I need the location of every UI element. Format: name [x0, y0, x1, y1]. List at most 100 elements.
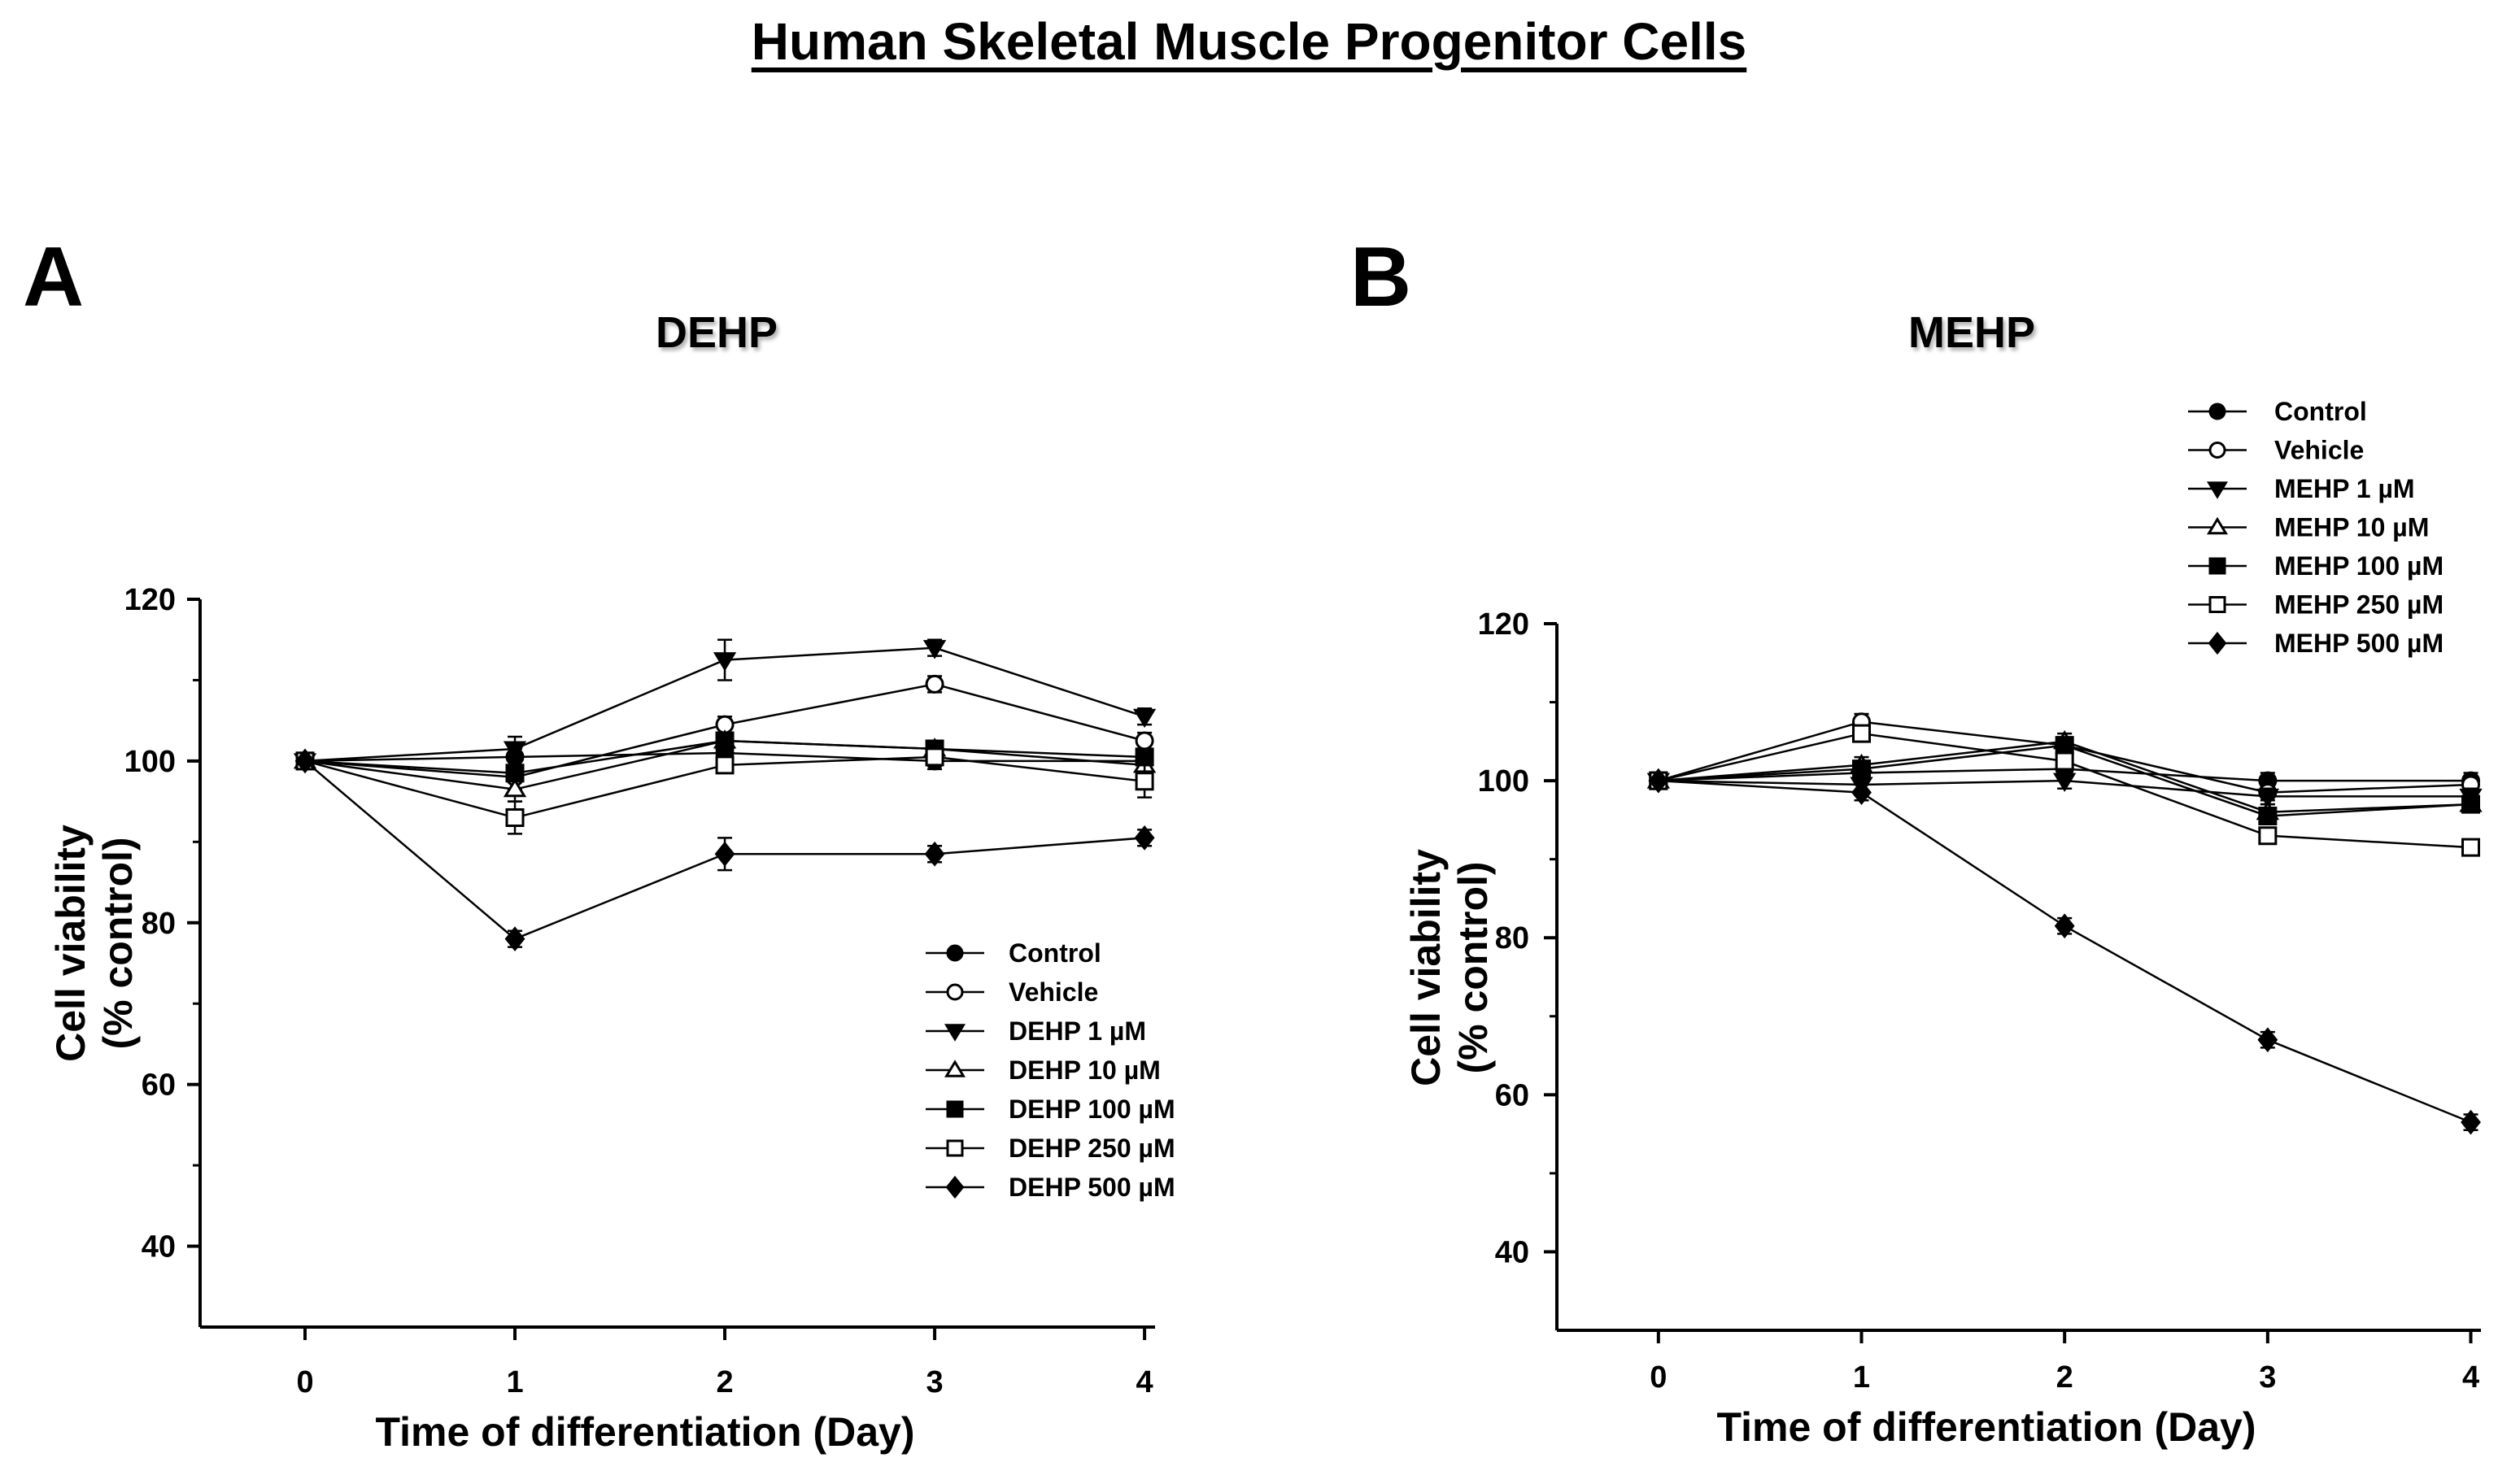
panel-a-x-tick-label: 1: [506, 1365, 523, 1399]
panel-b-data-point-mehp-500-um: [1851, 780, 1872, 805]
panel-b-legend-label: Control: [2274, 397, 2367, 426]
panel-a-data-point-dehp-1-um: [1132, 708, 1157, 729]
panel-a-legend-label: DEHP 500 µM: [1009, 1173, 1175, 1202]
panel-b-x-tick-label: 0: [1650, 1360, 1667, 1395]
panel-b-data-point-mehp-250-um: [2461, 838, 2481, 857]
panel-a-title: DEHP: [656, 308, 778, 357]
panel-a-data-point-dehp-250-um: [715, 755, 735, 775]
panel-b-x-axis-title: Time of differentiation (Day): [1716, 1404, 2256, 1450]
panel-a-legend-item-dehp-500-um: DEHP 500 µM: [926, 1173, 1175, 1202]
panel-a-legend-marker-dehp-250-um: [946, 1139, 964, 1157]
panel-b-title: MEHP: [1908, 308, 2036, 357]
panel-b-x-tick-label: 4: [2462, 1360, 2479, 1395]
panel-a-legend-label: DEHP 100 µM: [1009, 1095, 1175, 1124]
panel-a-series-dehp-250-um: [295, 747, 1154, 835]
panel-b-legend-marker-mehp-250-um: [2208, 596, 2226, 613]
panel-b-data-point-mehp-1-um: [2053, 772, 2077, 793]
panel-a-legend-item-dehp-250-um: DEHP 250 µM: [926, 1134, 1175, 1163]
panel-a-legend-label: Vehicle: [1009, 977, 1098, 1007]
panel-b-data-point-mehp-100-um: [2258, 807, 2278, 826]
panel-b-y-tick-label: 100: [1478, 764, 1529, 799]
panel-b-legend-item-mehp-500-um: MEHP 500 µM: [2188, 629, 2444, 658]
panel-a-data-point-dehp-1-um: [713, 652, 737, 672]
panel-a-data-point-vehicle: [925, 674, 944, 694]
panel-b-legend-label: MEHP 10 µM: [2274, 513, 2429, 542]
panel-a-data-point-vehicle: [1135, 731, 1154, 751]
panel-a-legend-marker-control: [946, 944, 964, 962]
panel-b-x-tick-label: 3: [2259, 1360, 2276, 1395]
panel-a-data-point-dehp-250-um: [505, 808, 525, 827]
panel-a-data-point-dehp-500-um: [924, 841, 945, 867]
panel-a-x-tick-label: 4: [1136, 1365, 1153, 1399]
panel-a-legend-marker-dehp-100-um: [946, 1100, 964, 1118]
panel-b-legend-marker-vehicle: [2208, 442, 2226, 459]
panel-b-data-point-mehp-100-um: [2055, 736, 2074, 755]
panel-b-legend-label: MEHP 1 µM: [2274, 474, 2415, 503]
panel-a-chart: 40 60 80 100 120 0 1 2 3 4 Time of differentiation…: [48, 583, 1175, 1455]
panel-a-data-point-dehp-250-um: [925, 747, 944, 767]
panel-a-x-tick-label: 0: [296, 1365, 313, 1399]
panel-b-legend-label: MEHP 100 µM: [2274, 551, 2444, 581]
panel-b-data-point-mehp-500-um: [2461, 1109, 2481, 1135]
panel-a-data-point-dehp-500-um: [714, 841, 735, 867]
panel-a-legend-item-control: Control: [926, 938, 1101, 968]
panel-a-data-point-dehp-250-um: [1135, 772, 1154, 791]
panel-b-legend-marker-mehp-10-um: [2206, 516, 2229, 535]
panel-a-data-point-dehp-500-um: [1134, 825, 1155, 851]
panel-a-x-tick-label: 3: [926, 1365, 944, 1399]
panel-b-legend-marker-mehp-100-um: [2208, 557, 2226, 575]
panel-a-y-axis-title: Cell viability(% control): [48, 825, 141, 1062]
panel-b-legend-marker-mehp-500-um: [2208, 631, 2227, 655]
panel-b-chart: 40 60 80 100 120 0 1 2 3 4 Time of differentiation…: [1403, 397, 2483, 1450]
panel-a-data-point-dehp-500-um: [504, 926, 525, 952]
panel-a-legend-label: DEHP 10 µM: [1009, 1055, 1161, 1085]
panel-a-series-dehp-500-um: [294, 748, 1155, 952]
panel-a-legend-item-dehp-1-um: DEHP 1 µM: [926, 1016, 1146, 1046]
panel-b-data-point-mehp-500-um: [1648, 768, 1669, 794]
panel-a-legend-item-dehp-100-um: DEHP 100 µM: [926, 1095, 1175, 1124]
panel-a-legend-item-vehicle: Vehicle: [926, 977, 1098, 1007]
panel-b-legend-item-mehp-10-um: MEHP 10 µM: [2188, 513, 2429, 542]
panel-a-legend-marker-vehicle: [946, 983, 964, 1001]
panel-b-letter: B: [1350, 230, 1412, 324]
panel-b-legend-marker-control: [2208, 403, 2226, 420]
panel-b-legend-label: MEHP 250 µM: [2274, 590, 2444, 620]
panel-b-data-point-mehp-1-um: [2256, 788, 2280, 808]
panel-b-data-point-mehp-100-um: [2461, 794, 2481, 814]
panel-a-data-point-dehp-1-um: [922, 640, 947, 659]
panel-b-x-tick-label: 2: [2056, 1360, 2073, 1395]
panel-a-data-point-dehp-100-um: [505, 764, 525, 783]
panel-a-y-tick-label: 120: [124, 583, 176, 617]
panel-b-y-tick-label: 80: [1495, 921, 1529, 955]
panel-a-legend-label: Control: [1009, 938, 1101, 968]
panel-a-y-tick-label: 100: [124, 745, 176, 779]
panel-a-data-point-dehp-100-um: [1135, 747, 1154, 767]
panel-b-legend-item-mehp-1-um: MEHP 1 µM: [2188, 474, 2415, 503]
panel-a-data-point-dehp-1-um: [503, 741, 527, 760]
panel-a-legend-label: DEHP 250 µM: [1009, 1134, 1175, 1163]
panel-b-legend-label: Vehicle: [2274, 436, 2364, 465]
panel-a-data-point-dehp-100-um: [715, 731, 735, 751]
panel-a-legend-marker-dehp-500-um: [945, 1175, 965, 1199]
panel-b-legend-item-vehicle: Vehicle: [2188, 436, 2364, 465]
panel-b-series-line-mehp-500-um: [1658, 779, 2471, 1124]
panel-a-letter: A: [23, 230, 85, 324]
panel-b-legend-label: MEHP 500 µM: [2274, 629, 2444, 658]
panel-a-data-point-dehp-500-um: [294, 748, 316, 774]
panel-b-data-point-mehp-100-um: [1852, 759, 1872, 779]
panel-b-y-tick-label: 120: [1478, 607, 1529, 642]
panel-b-data-point-mehp-250-um: [2258, 826, 2278, 846]
panel-a-legend-marker-dehp-10-um: [944, 1060, 966, 1077]
panel-b-legend-item-mehp-250-um: MEHP 250 µM: [2188, 590, 2444, 620]
panel-a-legend-marker-dehp-1-um: [944, 1024, 966, 1042]
panel-b-series-mehp-250-um: [1649, 724, 2481, 857]
panel-b-series-mehp-500-um: [1648, 768, 2481, 1135]
panel-a-data-point-dehp-10-um: [503, 777, 527, 798]
panel-b-y-axis-title: Cell viability(% control): [1403, 849, 1496, 1086]
panel-b-legend-item-mehp-100-um: MEHP 100 µM: [2188, 551, 2444, 581]
panel-b-legend-item-control: Control: [2188, 397, 2367, 426]
panel-a-legend-item-dehp-10-um: DEHP 10 µM: [926, 1055, 1161, 1085]
panel-b-data-point-mehp-500-um: [2257, 1027, 2278, 1053]
panel-a-x-tick-label: 2: [716, 1365, 733, 1399]
